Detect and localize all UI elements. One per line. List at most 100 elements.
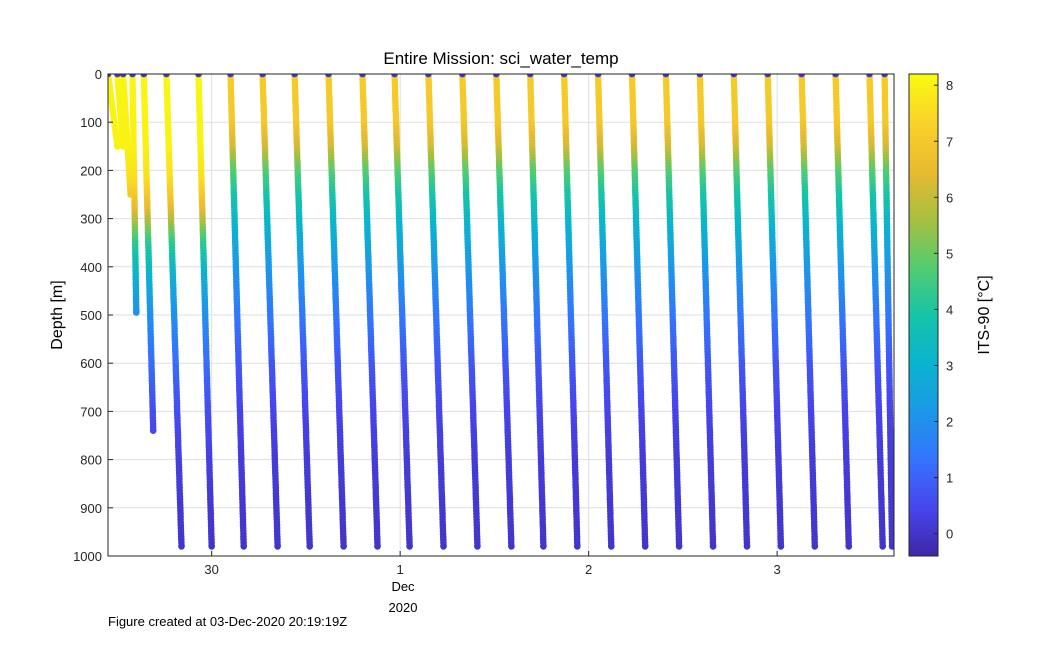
surface-point xyxy=(108,74,112,78)
data-point xyxy=(374,543,381,550)
profile-10 xyxy=(291,74,314,550)
surface-point xyxy=(119,74,127,78)
figure-created-note: Figure created at 03-Dec-2020 20:19:19Z xyxy=(108,614,348,629)
profile-18 xyxy=(560,74,581,550)
data-point xyxy=(508,543,515,550)
y-tick-label: 900 xyxy=(80,501,102,516)
surface-point xyxy=(628,74,636,78)
data-point xyxy=(274,543,281,550)
surface-point xyxy=(730,74,738,78)
profile-4 xyxy=(129,74,140,316)
data-point xyxy=(240,543,247,550)
profile-24 xyxy=(764,74,785,550)
x-tick-label: 1 xyxy=(397,562,404,577)
colorbar-tick-label: 0 xyxy=(946,527,953,542)
data-point xyxy=(811,543,819,550)
colorbar-tick-label: 3 xyxy=(946,358,953,373)
colorbar-tick-label: 2 xyxy=(946,414,953,429)
profile-12 xyxy=(359,74,381,550)
y-tick-label: 0 xyxy=(95,67,102,82)
y-tick-label: 200 xyxy=(80,163,102,178)
colorbar-tick-label: 4 xyxy=(946,302,953,317)
profile-9 xyxy=(259,74,281,550)
colorbar-label: ITS-90 [°C] xyxy=(976,275,993,354)
colorbar-tick-label: 6 xyxy=(946,190,953,205)
profile-14 xyxy=(425,74,447,550)
chart-title: Entire Mission: sci_water_temp xyxy=(383,49,618,68)
data-point xyxy=(879,543,886,550)
surface-point xyxy=(594,74,602,78)
x-tick-label: 2 xyxy=(585,562,592,577)
colorbar-tick-label: 5 xyxy=(946,246,953,261)
data-point xyxy=(888,543,894,550)
y-tick-label: 800 xyxy=(80,453,102,468)
profile-22 xyxy=(696,74,717,550)
y-tick-label: 500 xyxy=(80,308,102,323)
y-tick-label: 400 xyxy=(80,260,102,275)
profile-17 xyxy=(526,74,547,550)
data-point xyxy=(306,543,314,550)
surface-point xyxy=(291,74,298,78)
profile-13 xyxy=(391,74,413,550)
y-axis-label: Depth [m] xyxy=(49,280,66,349)
data-point xyxy=(133,309,140,316)
colorbar-tick-label: 1 xyxy=(946,471,953,486)
surface-point xyxy=(662,74,670,78)
data-point xyxy=(777,543,785,550)
data-point xyxy=(406,543,413,550)
data-point xyxy=(675,543,683,550)
surface-point xyxy=(325,74,332,78)
data-point xyxy=(178,543,185,550)
surface-point xyxy=(459,74,466,78)
surface-point xyxy=(798,74,805,78)
profile-1 xyxy=(108,74,121,150)
profile-11 xyxy=(325,74,347,550)
surface-point xyxy=(114,74,121,78)
surface-point xyxy=(140,74,148,78)
y-tick-label: 700 xyxy=(80,404,102,419)
data-point xyxy=(641,543,649,550)
profile-19 xyxy=(594,74,615,550)
data-point xyxy=(149,427,157,435)
y-tick-label: 300 xyxy=(80,212,102,227)
profile-3 xyxy=(119,74,134,198)
x-month-label: Dec xyxy=(391,579,415,594)
data-point xyxy=(474,543,481,550)
data-point xyxy=(574,543,581,550)
surface-point xyxy=(425,74,432,78)
data-point xyxy=(540,543,547,550)
colorbar-tick-label: 8 xyxy=(946,78,953,93)
y-tick-label: 100 xyxy=(80,115,102,130)
x-tick-label: 30 xyxy=(204,562,218,577)
surface-point xyxy=(764,74,771,78)
surface-point xyxy=(881,74,888,78)
profile-27 xyxy=(866,74,886,550)
profile-5 xyxy=(140,74,157,435)
data-point xyxy=(440,543,447,550)
surface-point xyxy=(227,74,234,78)
data-point xyxy=(114,143,121,150)
profile-8 xyxy=(227,74,247,550)
surface-point xyxy=(526,74,534,78)
data-point xyxy=(743,543,751,550)
x-axis: 30 1 2 3 xyxy=(204,551,781,577)
surface-point xyxy=(195,74,202,78)
surface-point xyxy=(129,74,136,78)
y-tick-label: 600 xyxy=(80,356,102,371)
profile-7 xyxy=(195,74,215,550)
data-points xyxy=(108,74,894,550)
x-tick-label: 3 xyxy=(774,562,781,577)
surface-point xyxy=(866,74,873,78)
profile-26 xyxy=(832,74,853,550)
profile-28 xyxy=(881,74,894,550)
surface-point xyxy=(163,74,170,78)
data-point xyxy=(709,543,717,550)
surface-point xyxy=(391,74,398,78)
surface-point xyxy=(359,74,366,78)
surface-point xyxy=(493,74,500,78)
data-point xyxy=(340,543,347,550)
profile-20 xyxy=(628,74,649,550)
x-year-label: 2020 xyxy=(389,600,418,615)
